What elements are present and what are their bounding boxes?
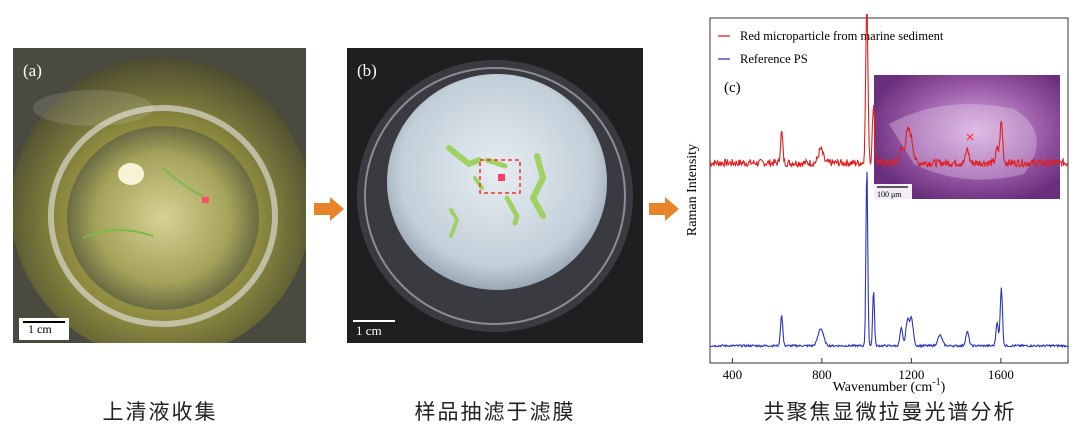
panel-label-b: (b) bbox=[357, 61, 377, 80]
red-particle bbox=[202, 197, 209, 203]
selection-box bbox=[479, 159, 521, 194]
caption-c: 共聚焦显微拉曼光谱分析 bbox=[763, 400, 1017, 424]
x-tick-label: 1600 bbox=[988, 367, 1014, 382]
x-tick-label: 1200 bbox=[898, 367, 924, 382]
legend-label-blue: Reference PS bbox=[740, 52, 808, 66]
x-tick-label: 800 bbox=[812, 367, 832, 382]
caption-b: 样品抽滤于滤膜 bbox=[414, 400, 576, 424]
scalebar-label-a: 1 cm bbox=[28, 322, 52, 336]
raman-spectrum-chart: Red microparticle from marine sediment R… bbox=[685, 14, 1069, 394]
filter-membrane-photo bbox=[347, 48, 643, 343]
scalebar-b bbox=[353, 320, 395, 322]
inset-scale-label: 100 μm bbox=[877, 190, 902, 199]
scalebar-a: 1 cm bbox=[19, 318, 69, 340]
x-tick-label: 400 bbox=[723, 367, 743, 382]
red-particle bbox=[498, 174, 505, 181]
panel-label-a: (a) bbox=[23, 61, 42, 80]
plot-frame bbox=[709, 17, 1069, 364]
micrograph-inset: 100 μm bbox=[874, 75, 1060, 199]
crosshair-icon bbox=[966, 133, 974, 141]
legend-label-red: Red microparticle from marine sediment bbox=[740, 29, 944, 43]
photo-panel-a: (a) 1 cm bbox=[13, 48, 306, 343]
caption-a: 上清液收集 bbox=[102, 400, 218, 424]
panel-label-c: (c) bbox=[724, 80, 741, 96]
x-axis-label: Wavenumber (cm-1) bbox=[833, 377, 946, 394]
arrow-right-icon bbox=[314, 197, 344, 221]
legend: Red microparticle from marine sediment R… bbox=[718, 29, 944, 66]
arrow-right-icon bbox=[649, 197, 679, 221]
series-line-reference-ps bbox=[709, 171, 1069, 349]
photo-panel-b: (b) 1 cm bbox=[347, 48, 643, 343]
series-line-red-microparticle bbox=[709, 14, 1069, 169]
scalebar-label-b: 1 cm bbox=[356, 323, 382, 338]
y-axis-label: Raman Intensity bbox=[685, 144, 700, 236]
beaker-photo bbox=[13, 48, 306, 343]
